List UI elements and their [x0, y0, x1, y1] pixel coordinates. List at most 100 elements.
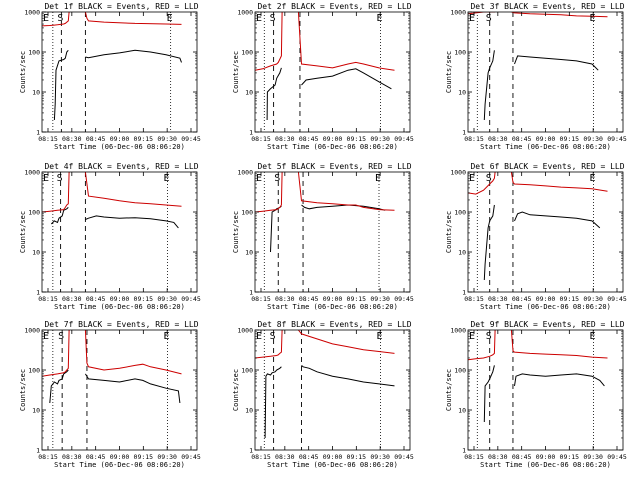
y-tick-label: 1000: [450, 327, 466, 335]
y-tick-label: 10: [458, 89, 466, 97]
marker-label: E: [469, 331, 475, 342]
series-events-line: [483, 365, 495, 423]
x-tick-label: 08:15: [38, 295, 58, 303]
x-axis-label: Start Time (06-Dec-06 08:06:20): [480, 143, 611, 151]
y-tick-label: 100: [28, 209, 40, 217]
marker-label: E: [43, 331, 49, 342]
y-tick-label: 10: [32, 89, 40, 97]
y-tick-label: 1000: [450, 169, 466, 177]
y-axis-label: Counts/sec: [232, 51, 240, 93]
x-tick-label: 08:45: [86, 135, 106, 143]
x-axis-label: Start Time (06-Dec-06 08:06:20): [54, 303, 185, 311]
x-tick-label: 08:15: [464, 135, 484, 143]
plot-frame: [41, 11, 198, 133]
x-axis-label: Start Time (06-Dec-06 08:06:20): [54, 143, 185, 151]
y-tick-label: 100: [241, 49, 253, 57]
x-tick-label: 09:00: [536, 135, 556, 143]
marker-label: E: [377, 331, 383, 342]
marker-label: S: [270, 331, 276, 342]
plot-frame: [41, 171, 198, 293]
marker-label: S: [57, 173, 63, 184]
x-tick-label: 09:00: [323, 453, 343, 461]
marker-label: E: [375, 173, 381, 184]
plot-frame: [467, 11, 624, 133]
series-events-line: [514, 55, 599, 71]
x-tick-label: 09:45: [181, 135, 201, 143]
series-lld-line: [510, 172, 608, 192]
y-axis-label: Counts/sec: [445, 369, 453, 411]
series-events-line: [483, 204, 495, 281]
x-axis-label: Start Time (06-Dec-06 08:06:20): [267, 143, 398, 151]
plot-frame: [254, 329, 411, 451]
series-events-line: [49, 369, 69, 404]
x-tick-label: 08:15: [251, 295, 271, 303]
y-tick-label: 10: [245, 407, 253, 415]
y-tick-label: 10: [245, 249, 253, 257]
series-lld-line: [42, 330, 70, 377]
chart-panel-5: Det 5f BLACK = Events, RED = LLD E S E 1 10 10…: [232, 162, 414, 311]
series-events-line: [264, 366, 282, 439]
x-tick-label: 09:00: [536, 453, 556, 461]
y-axis-label: Counts/sec: [19, 51, 27, 93]
series-events-line: [301, 204, 386, 211]
series-events-line: [270, 205, 282, 253]
x-tick-label: 08:45: [512, 453, 532, 461]
series-lld-line: [255, 172, 283, 213]
x-tick-label: 08:45: [299, 453, 319, 461]
y-tick-label: 1: [249, 447, 253, 455]
x-tick-label: 08:15: [251, 135, 271, 143]
y-tick-label: 100: [454, 49, 466, 57]
x-tick-label: 09:30: [370, 295, 390, 303]
x-tick-label: 08:30: [275, 295, 295, 303]
series-lld-line: [42, 12, 70, 27]
chart-title: Det 7f BLACK = Events, RED = LLD: [44, 320, 198, 329]
y-tick-label: 1: [36, 289, 40, 297]
x-tick-label: 09:15: [347, 453, 367, 461]
marker-label: E: [590, 331, 596, 342]
marker-label: S: [486, 331, 492, 342]
x-tick-label: 08:45: [512, 295, 532, 303]
y-tick-label: 1000: [237, 327, 253, 335]
x-axis-label: Start Time (06-Dec-06 08:06:20): [54, 461, 185, 469]
x-tick-label: 09:15: [134, 135, 154, 143]
series-events-line: [301, 365, 395, 387]
series-events-line: [483, 50, 495, 121]
marker-label: E: [167, 13, 173, 24]
series-lld-line: [84, 330, 182, 375]
marker-label: E: [164, 173, 170, 184]
series-events-line: [514, 211, 601, 229]
chart-title: Det 3f BLACK = Events, RED = LLD: [470, 2, 624, 11]
x-axis-label: Start Time (06-Dec-06 08:06:20): [480, 303, 611, 311]
x-tick-label: 08:30: [488, 135, 508, 143]
marker-label: S: [270, 13, 276, 24]
y-axis-label: Counts/sec: [445, 51, 453, 93]
y-tick-label: 10: [32, 249, 40, 257]
y-axis-label: Counts/sec: [232, 369, 240, 411]
series-events-line: [84, 373, 181, 404]
y-tick-label: 1: [462, 447, 466, 455]
y-tick-label: 10: [245, 89, 253, 97]
series-lld-line: [255, 12, 283, 71]
x-tick-label: 08:45: [86, 453, 106, 461]
y-tick-label: 100: [454, 367, 466, 375]
y-axis-label: Counts/sec: [232, 211, 240, 253]
y-tick-label: 10: [458, 249, 466, 257]
series-events-line: [50, 207, 69, 225]
chart-title: Det 4f BLACK = Events, RED = LLD: [44, 162, 198, 171]
x-tick-label: 08:30: [275, 453, 295, 461]
marker-label: E: [469, 13, 475, 24]
x-tick-label: 09:45: [181, 295, 201, 303]
series-lld-line: [511, 12, 608, 18]
series-lld-line: [84, 172, 182, 207]
x-tick-label: 09:00: [110, 135, 130, 143]
marker-label: E: [164, 331, 170, 342]
y-tick-label: 1: [462, 129, 466, 137]
series-lld-line: [84, 12, 182, 25]
x-tick-label: 09:15: [560, 453, 580, 461]
x-tick-label: 09:45: [394, 135, 414, 143]
